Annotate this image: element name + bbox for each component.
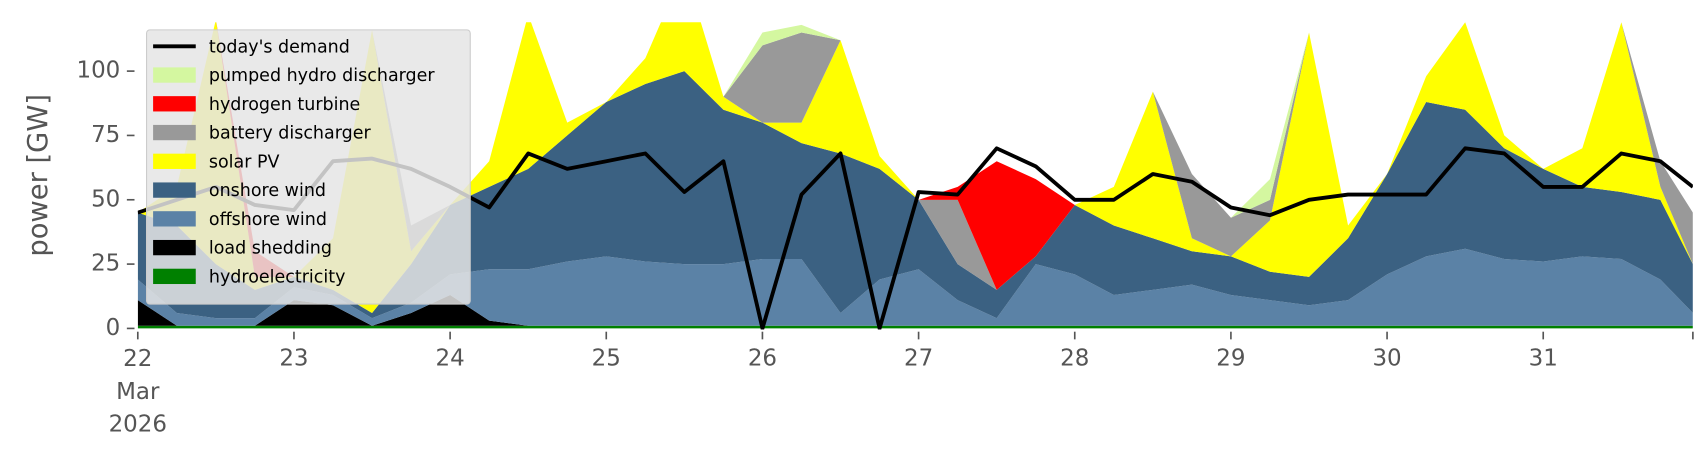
- x-tick-label: 26: [748, 346, 777, 372]
- legend-swatch: [153, 182, 196, 198]
- legend-label: load shedding: [209, 239, 332, 259]
- legend-label: onshore wind: [209, 181, 326, 201]
- legend: today's demand pumped hydro discharger hyd…: [145, 29, 471, 305]
- stacked-area: [137, 248, 1693, 326]
- legend-swatch: [153, 153, 196, 169]
- x-tick-label: 29: [1216, 346, 1245, 372]
- legend-label: hydrogen turbine: [209, 95, 360, 115]
- legend-swatch: [153, 124, 196, 141]
- x-tick-label: 28: [1060, 346, 1089, 372]
- legend-box: [145, 29, 471, 305]
- y-tick-label: 50: [91, 186, 120, 212]
- legend-label: battery discharger: [209, 124, 372, 144]
- plot-area: [137, 22, 1693, 330]
- legend-label: hydroelectricity: [209, 267, 346, 287]
- stacked-area: [137, 22, 1693, 314]
- x-tick-label: 22 Mar 2026: [109, 346, 167, 438]
- legend-swatch: [153, 96, 196, 112]
- legend-label: today's demand: [209, 37, 350, 57]
- y-tick-label: 0: [106, 315, 121, 341]
- legend-label: offshore wind: [209, 210, 327, 230]
- legend-swatch: [153, 211, 196, 227]
- x-tick-label: 30: [1372, 346, 1401, 372]
- legend-label: pumped hydro discharger: [209, 66, 436, 86]
- legend-swatch: [153, 239, 196, 256]
- stacked-area: [137, 294, 1693, 326]
- legend-swatch: [153, 67, 196, 83]
- y-tick-label: 25: [91, 251, 120, 277]
- stacked-area: [137, 325, 1693, 329]
- x-tick-label: 27: [904, 346, 933, 372]
- y-tick-label: 75: [91, 122, 120, 148]
- legend-swatch: [153, 268, 196, 285]
- y-axis-label: power [GW]: [23, 94, 54, 257]
- x-tick-label: 25: [592, 346, 621, 372]
- legend-label: solar PV: [209, 152, 280, 172]
- x-tick-label: 24: [436, 346, 465, 372]
- x-tick-label: 23: [279, 346, 308, 372]
- y-tick-label: 100: [76, 58, 120, 84]
- x-tick-label: 31: [1529, 346, 1558, 372]
- stacked-area: [137, 71, 1693, 319]
